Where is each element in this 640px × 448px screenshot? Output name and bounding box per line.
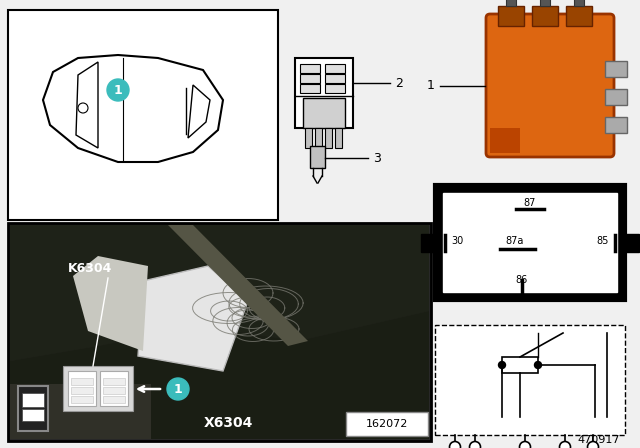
Text: X6304: X6304 xyxy=(204,416,253,430)
Text: 470917: 470917 xyxy=(577,435,620,445)
Bar xyxy=(71,378,93,385)
Bar xyxy=(325,64,345,73)
Text: 85: 85 xyxy=(597,236,609,246)
Text: 1: 1 xyxy=(114,83,122,96)
Bar xyxy=(325,84,345,93)
Bar xyxy=(22,409,44,421)
Bar xyxy=(502,357,538,373)
Bar xyxy=(498,6,524,26)
Bar xyxy=(103,396,125,403)
Bar xyxy=(574,0,584,6)
Bar xyxy=(435,325,625,435)
Circle shape xyxy=(520,441,531,448)
Bar xyxy=(506,0,516,6)
Polygon shape xyxy=(138,266,248,371)
Circle shape xyxy=(499,362,506,369)
Text: 87: 87 xyxy=(524,198,536,208)
Circle shape xyxy=(470,441,481,448)
Bar xyxy=(100,371,128,406)
Bar xyxy=(71,396,93,403)
Bar xyxy=(310,146,325,168)
Bar xyxy=(22,393,44,407)
Bar xyxy=(10,225,429,439)
Bar xyxy=(443,193,617,292)
Text: 87a: 87a xyxy=(506,236,524,246)
Bar xyxy=(103,387,125,394)
Bar xyxy=(18,386,48,431)
Text: 86: 86 xyxy=(516,275,528,285)
Bar xyxy=(421,234,435,252)
Circle shape xyxy=(534,362,541,369)
Text: 162072: 162072 xyxy=(366,419,408,429)
Bar xyxy=(346,412,428,436)
Bar xyxy=(300,74,320,83)
Polygon shape xyxy=(188,85,210,138)
Circle shape xyxy=(167,378,189,400)
Bar xyxy=(566,6,592,26)
Circle shape xyxy=(588,441,598,448)
Text: 1: 1 xyxy=(427,79,435,92)
Polygon shape xyxy=(76,62,98,148)
Polygon shape xyxy=(168,225,308,346)
Bar xyxy=(8,10,278,220)
Text: K6304: K6304 xyxy=(68,262,113,275)
Bar xyxy=(335,128,342,148)
Bar xyxy=(435,185,625,300)
Bar xyxy=(300,84,320,93)
Bar xyxy=(540,0,550,6)
Bar xyxy=(305,128,312,148)
Bar xyxy=(10,384,151,439)
Bar xyxy=(532,6,558,26)
Text: 1: 1 xyxy=(173,383,182,396)
Circle shape xyxy=(107,79,129,101)
Polygon shape xyxy=(10,225,429,361)
Bar xyxy=(295,58,353,128)
Circle shape xyxy=(78,103,88,113)
Bar xyxy=(63,366,133,411)
Polygon shape xyxy=(10,311,429,439)
Bar xyxy=(490,128,520,153)
Bar xyxy=(325,128,332,148)
Bar xyxy=(71,387,93,394)
Bar xyxy=(325,74,345,83)
Bar xyxy=(605,89,627,105)
FancyBboxPatch shape xyxy=(486,14,614,157)
Bar xyxy=(8,223,431,441)
Bar xyxy=(605,61,627,77)
Bar xyxy=(300,64,320,73)
Bar xyxy=(303,98,345,128)
Bar xyxy=(315,128,322,148)
Circle shape xyxy=(449,441,461,448)
Text: 3: 3 xyxy=(373,151,381,164)
Bar xyxy=(625,234,639,252)
Bar xyxy=(68,371,96,406)
Text: 2: 2 xyxy=(395,77,403,90)
Bar xyxy=(605,117,627,133)
Text: 30: 30 xyxy=(451,236,463,246)
Circle shape xyxy=(559,441,570,448)
Bar xyxy=(103,378,125,385)
Polygon shape xyxy=(73,256,148,351)
Polygon shape xyxy=(43,55,223,162)
